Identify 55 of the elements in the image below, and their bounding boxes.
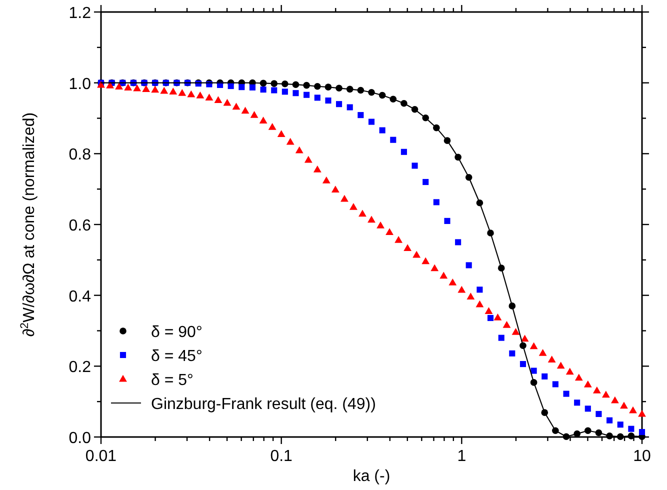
point xyxy=(574,400,580,406)
point xyxy=(596,410,602,418)
point xyxy=(282,88,288,95)
point xyxy=(530,368,537,374)
y-tick-label: 0.6 xyxy=(68,218,92,234)
x-tick-label: 1 xyxy=(457,448,466,465)
point xyxy=(444,218,450,224)
y-tick-label: 0.0 xyxy=(68,430,92,447)
point xyxy=(520,361,526,368)
point xyxy=(552,381,558,388)
point xyxy=(628,426,634,432)
point xyxy=(314,94,320,101)
y-tick-label: 1.0 xyxy=(68,76,92,93)
legend-label: Ginzburg-Frank result (eq. (49)) xyxy=(151,396,376,413)
point xyxy=(606,417,613,424)
point xyxy=(292,90,299,96)
x-tick-label: 10 xyxy=(633,448,651,465)
point xyxy=(563,390,570,397)
y-tick-label: 0.4 xyxy=(68,288,92,306)
x-axis-title: ka (-) xyxy=(352,468,390,485)
x-tick-label: 0.01 xyxy=(85,448,117,465)
point xyxy=(412,162,418,169)
y-tick-label: 1.2 xyxy=(68,5,92,22)
point xyxy=(509,350,516,356)
point xyxy=(336,101,342,108)
point xyxy=(433,199,440,206)
point xyxy=(542,373,548,380)
point xyxy=(346,104,353,110)
legend-label: δ = 5° xyxy=(151,372,194,389)
point xyxy=(617,422,624,428)
point xyxy=(487,314,494,322)
legend-label: δ = 45° xyxy=(151,348,202,365)
point xyxy=(400,148,407,155)
point xyxy=(325,98,332,104)
x-tick-label: 0.1 xyxy=(270,448,293,465)
point xyxy=(368,118,375,125)
point xyxy=(271,87,278,94)
point xyxy=(358,112,364,118)
point xyxy=(422,178,429,186)
point xyxy=(304,92,310,98)
point xyxy=(228,82,234,90)
point xyxy=(638,429,646,436)
point xyxy=(260,86,266,93)
y-tick-label: 0.8 xyxy=(68,146,92,164)
point xyxy=(466,262,472,268)
point xyxy=(455,239,462,246)
point xyxy=(238,84,245,90)
point xyxy=(379,127,386,134)
point xyxy=(249,84,256,90)
point xyxy=(476,286,483,293)
point xyxy=(390,136,396,143)
point xyxy=(498,334,504,341)
point xyxy=(584,406,591,412)
y-tick-label: 0.2 xyxy=(68,359,92,376)
legend-label: δ = 90° xyxy=(151,324,202,341)
